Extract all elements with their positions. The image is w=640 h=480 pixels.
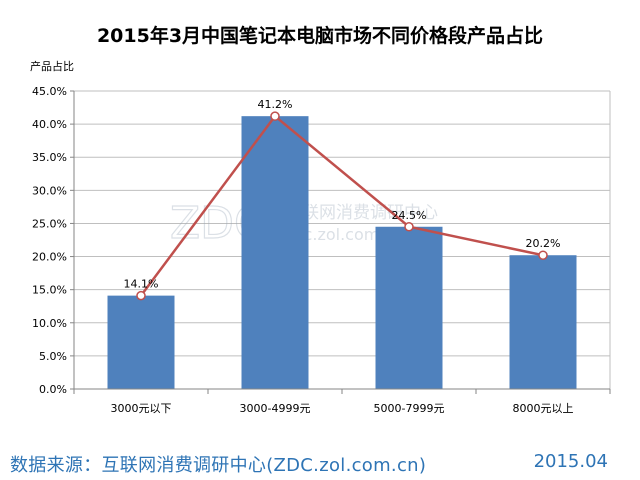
x-tick-labels: 3000元以下 3000-4999元 5000-7999元 8000元以上 <box>111 402 574 415</box>
y-tick-label: 10.0% <box>32 317 67 330</box>
y-tick-label: 45.0% <box>32 85 67 98</box>
line-point <box>136 290 146 301</box>
data-labels: 14.1% 41.2% 24.5% 20.2% <box>124 98 561 290</box>
y-tick-labels: 0.0% 5.0% 10.0% 15.0% 20.0% 25.0% 30.0% 35.0% 40… <box>32 85 67 396</box>
bar <box>375 226 443 389</box>
line-series <box>136 111 548 301</box>
line-point <box>270 111 280 121</box>
data-label: 20.2% <box>526 237 561 250</box>
bar <box>509 255 577 389</box>
y-tick-label: 25.0% <box>32 217 67 230</box>
report-date: 2015.04 <box>533 451 608 472</box>
data-label: 41.2% <box>258 98 293 111</box>
x-tick-label: 3000元以下 <box>111 402 172 415</box>
y-tick-label: 40.0% <box>32 118 67 131</box>
data-label: 24.5% <box>392 209 427 222</box>
y-tick-label: 0.0% <box>39 383 67 396</box>
x-tick-label: 3000-4999元 <box>240 402 311 415</box>
line-point <box>404 222 414 232</box>
bars <box>107 116 577 390</box>
watermark-url: zdc.zol.com.cn <box>285 225 403 244</box>
bar <box>107 295 175 389</box>
y-tick-label: 5.0% <box>39 350 67 363</box>
series-line <box>139 114 544 297</box>
source-note: 数据来源：互联网消费调研中心(ZDC.zol.com.cn) <box>10 455 427 476</box>
footer: 数据来源：互联网消费调研中心(ZDC.zol.com.cn) 2015.04 <box>0 445 640 480</box>
chart-title: 2015年3月中国笔记本电脑市场不同价格段产品占比 <box>97 24 543 47</box>
chart-svg: 2015年3月中国笔记本电脑市场不同价格段产品占比 产品占比 0.0% 5.0% 1… <box>30 24 611 415</box>
y-tick-label: 35.0% <box>32 151 67 164</box>
y-tick-label: 20.0% <box>32 251 67 264</box>
data-label: 14.1% <box>124 278 159 291</box>
y-axis-label: 产品占比 <box>30 59 74 73</box>
y-tick-label: 15.0% <box>32 284 67 297</box>
bar <box>241 116 309 390</box>
x-tick-label: 8000元以上 <box>513 402 574 415</box>
x-tick-label: 5000-7999元 <box>374 402 445 415</box>
line-point <box>538 250 548 260</box>
y-tick-label: 30.0% <box>32 184 67 197</box>
axes <box>73 91 611 394</box>
